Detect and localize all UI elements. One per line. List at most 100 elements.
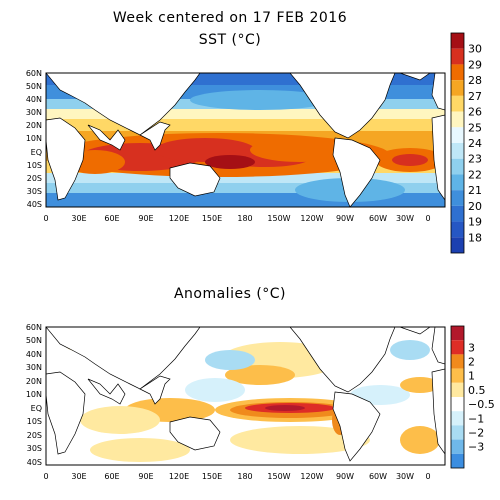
lat-label: 30N — [26, 363, 42, 372]
lat-label: 30S — [27, 444, 42, 453]
anomaly-colorbar: 3 210.5−0.5−1 −2−3 — [450, 325, 495, 469]
colorbar-swatch — [451, 95, 464, 112]
anomaly-map-title: Anomalies (°C) — [173, 286, 287, 302]
lat-label: 20S — [27, 431, 42, 440]
lon-label: 0 — [43, 472, 48, 481]
colorbar-swatch — [451, 205, 464, 222]
lon-label: 90E — [138, 214, 153, 223]
colorbar-swatch — [451, 80, 464, 96]
lon-label: 60E — [104, 214, 119, 223]
lat-label: 60N — [26, 323, 42, 332]
lon-label: 30E — [71, 472, 86, 481]
colorbar-label: 27 — [468, 90, 482, 103]
anomaly-map-frame — [45, 326, 446, 466]
lat-label: 40S — [27, 200, 42, 209]
lon-label: 120W — [300, 214, 323, 223]
lon-label: 150W — [267, 214, 290, 223]
colorbar-label: 21 — [468, 184, 482, 197]
lat-label: 50N — [26, 336, 42, 345]
colorbar-swatch — [451, 382, 464, 397]
colorbar-swatch — [451, 425, 464, 440]
lon-label: 180 — [237, 472, 252, 481]
lon-label: 90E — [138, 472, 153, 481]
lon-label: 120E — [169, 214, 189, 223]
lat-label: 10N — [26, 390, 42, 399]
colorbar-swatch — [451, 237, 464, 253]
lon-label: 30W — [396, 472, 414, 481]
anomaly-lat-axis: 60N 50N 40N 30N 20N 10N EQ 10S 20S 30S 4… — [26, 323, 42, 467]
lat-label: 60N — [26, 69, 42, 78]
lon-label: 120W — [300, 472, 323, 481]
colorbar-label: 23 — [468, 153, 482, 166]
colorbar-label: −1 — [468, 412, 484, 425]
lat-label: 30S — [27, 187, 42, 196]
lon-label: 180 — [237, 214, 252, 223]
colorbar-swatch — [451, 64, 464, 81]
lon-label: 150E — [202, 472, 222, 481]
sst-map-title: SST (°C) — [198, 32, 262, 48]
lon-label: 30E — [71, 214, 86, 223]
lat-label: 20S — [27, 174, 42, 183]
lon-label: 60W — [369, 214, 387, 223]
colorbar-label: 19 — [468, 216, 482, 229]
colorbar-swatch — [451, 111, 464, 128]
colorbar-swatch — [451, 368, 464, 383]
colorbar-swatch — [451, 127, 464, 143]
colorbar-label: 20 — [468, 200, 482, 213]
lat-label: 20N — [26, 377, 42, 386]
lon-label: 90W — [336, 214, 354, 223]
colorbar-frame — [450, 325, 465, 469]
sst-lat-axis: 60N 50N 40N 30N 20N 10N EQ 10S 20S 30S 4… — [26, 69, 42, 209]
page-title: Week centered on 17 FEB 2016 — [112, 10, 348, 26]
colorbar-swatch — [451, 340, 464, 355]
lon-label: 0 — [43, 214, 48, 223]
lon-label: 150E — [202, 214, 222, 223]
colorbar-swatch — [451, 411, 464, 426]
lat-label: EQ — [31, 148, 42, 157]
colorbar-swatch — [451, 33, 464, 49]
colorbar-swatch — [451, 439, 464, 454]
colorbar-swatch — [451, 190, 464, 206]
lat-label: 50N — [26, 82, 42, 91]
sst-map-frame — [45, 72, 446, 208]
anomaly-land — [46, 327, 445, 462]
lat-label: 20N — [26, 121, 42, 130]
colorbar-swatch — [451, 48, 464, 65]
lon-label: 60W — [369, 472, 387, 481]
colorbar-frame — [450, 32, 465, 254]
colorbar-label: −2 — [468, 427, 484, 440]
lat-label: 10S — [27, 417, 42, 426]
anomaly-lon-axis: 0 30E 60E 90E 120E 150E 180 150W 120W 90… — [43, 472, 430, 481]
colorbar-label: 3 — [468, 341, 475, 354]
lat-label: 10N — [26, 134, 42, 143]
lat-label: 30N — [26, 108, 42, 117]
lon-label: 120E — [169, 472, 189, 481]
colorbar-label: 22 — [468, 168, 482, 181]
lon-label: 90W — [336, 472, 354, 481]
colorbar-swatch — [451, 453, 464, 468]
colorbar-swatch — [451, 326, 464, 341]
colorbar-label: 28 — [468, 74, 482, 87]
lon-label: 60E — [104, 472, 119, 481]
colorbar-swatch — [451, 221, 464, 238]
colorbar-label: −0.5 — [468, 398, 495, 411]
lat-label: 40N — [26, 95, 42, 104]
colorbar-swatch — [451, 397, 464, 412]
sst-colorbar: 30 29 28 27 26 25 24 23 22 21 20 19 18 — [450, 32, 482, 254]
colorbar-label: 18 — [468, 231, 482, 244]
colorbar-label: 2 — [468, 356, 475, 369]
lat-label: 10S — [27, 161, 42, 170]
sst-land — [46, 73, 445, 207]
colorbar-label: 30 — [468, 43, 482, 56]
colorbar-label: 1 — [468, 370, 475, 383]
lon-label: 150W — [267, 472, 290, 481]
lat-label: EQ — [31, 404, 42, 413]
colorbar-label: 25 — [468, 121, 482, 134]
colorbar-label: 24 — [468, 137, 482, 150]
colorbar-label: −3 — [468, 441, 484, 454]
colorbar-swatch — [451, 174, 464, 191]
colorbar-swatch — [451, 158, 464, 175]
lat-label: 40S — [27, 458, 42, 467]
colorbar-swatch — [451, 143, 464, 159]
